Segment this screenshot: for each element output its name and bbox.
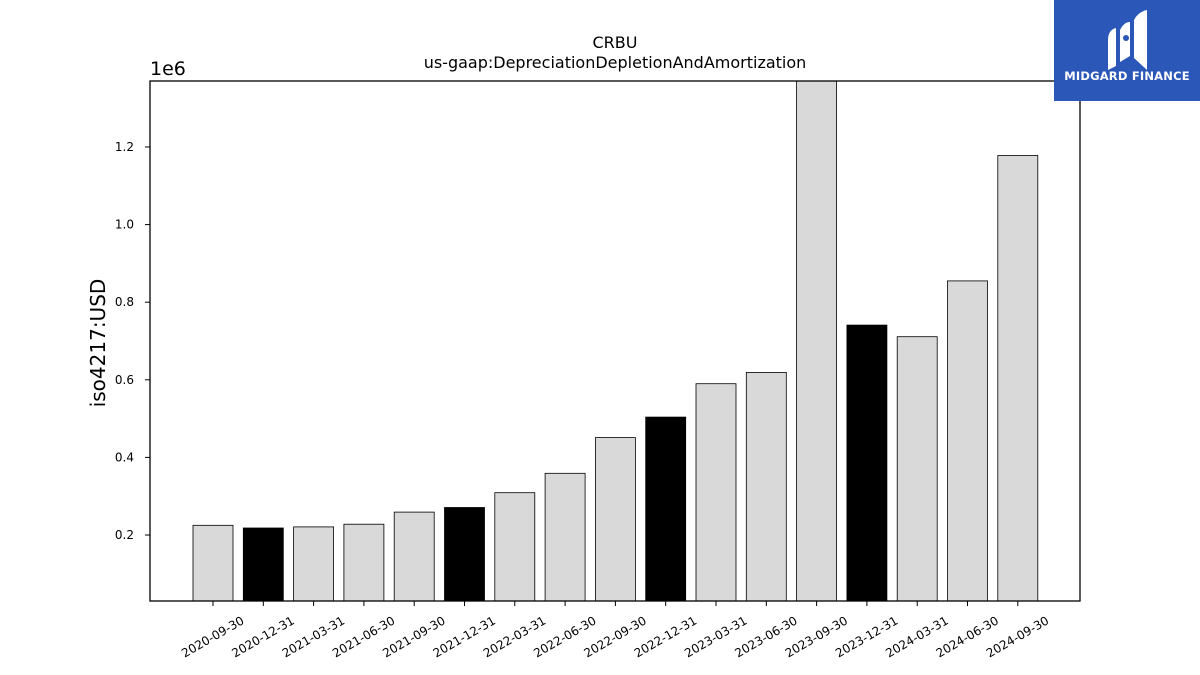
bar: [494, 492, 536, 602]
bar: [796, 80, 837, 602]
bars-group: [192, 80, 1039, 602]
y-tick-label: 0.2: [115, 528, 134, 542]
bar: [192, 524, 234, 602]
y-tick-label: 0.4: [115, 450, 134, 464]
logo-text: MIDGARD FINANCE: [1064, 69, 1190, 83]
bar: [745, 371, 787, 602]
bar: [896, 336, 938, 602]
bar: [343, 523, 385, 602]
y-tick-label: 1.2: [115, 140, 134, 154]
x-ticks-group: 2020-09-302020-12-312021-03-312021-06-30…: [179, 601, 1051, 660]
bar: [645, 416, 687, 602]
y-tick-label: 1.0: [115, 218, 134, 232]
bar: [595, 437, 636, 602]
bar: [695, 383, 737, 602]
bar: [393, 511, 435, 602]
y-axis-label: iso4217:USD: [86, 279, 110, 408]
chart-title: CRBU: [593, 33, 638, 52]
midgard-finance-logo: MIDGARD FINANCE: [1054, 0, 1200, 101]
bar: [293, 526, 335, 602]
y-ticks-group: 0.2 0.4 0.6 0.8 1.0 1.2: [115, 140, 150, 542]
logo-mark-icon: [1108, 10, 1147, 70]
bar: [544, 472, 586, 602]
bar: [997, 155, 1039, 602]
plot-frame: [149, 80, 1081, 602]
y-tick-label: 0.8: [115, 295, 134, 309]
bar: [242, 527, 284, 602]
bar: [947, 280, 988, 602]
y-tick-label: 0.6: [115, 373, 134, 387]
y-offset-label: 1e6: [150, 58, 186, 80]
bar: [444, 507, 485, 602]
bar: [846, 324, 888, 602]
chart-subtitle: us-gaap:DepreciationDepletionAndAmortiza…: [424, 53, 807, 72]
